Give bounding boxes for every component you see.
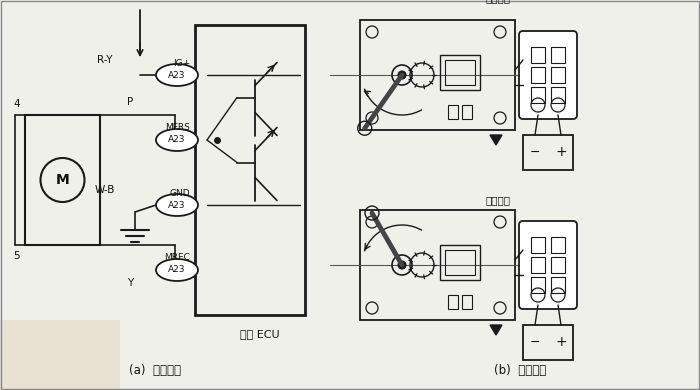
Text: A23: A23 bbox=[168, 135, 186, 145]
Bar bbox=[551, 67, 565, 83]
Bar bbox=[531, 277, 545, 293]
Text: 内气循环: 内气循环 bbox=[485, 0, 510, 3]
Circle shape bbox=[398, 261, 406, 269]
Bar bbox=[531, 67, 545, 83]
Bar bbox=[440, 245, 480, 280]
Text: −: − bbox=[530, 335, 540, 349]
Text: Y: Y bbox=[127, 278, 133, 288]
Text: IG+: IG+ bbox=[173, 58, 190, 67]
Text: MFRS: MFRS bbox=[165, 124, 190, 133]
Bar bbox=[523, 135, 573, 170]
Bar bbox=[551, 87, 565, 103]
Text: W-B: W-B bbox=[94, 185, 116, 195]
Bar bbox=[360, 210, 515, 320]
Text: +: + bbox=[555, 145, 567, 159]
Bar bbox=[531, 47, 545, 63]
Bar bbox=[360, 20, 515, 130]
FancyBboxPatch shape bbox=[519, 31, 577, 119]
Bar bbox=[0, 320, 120, 390]
Bar bbox=[551, 47, 565, 63]
Circle shape bbox=[398, 71, 406, 79]
Ellipse shape bbox=[156, 259, 198, 281]
Bar bbox=[523, 325, 573, 360]
Bar bbox=[551, 237, 565, 253]
Text: 4: 4 bbox=[14, 99, 20, 109]
Bar bbox=[445, 250, 475, 275]
Bar bbox=[531, 237, 545, 253]
Bar bbox=[462, 105, 472, 119]
Text: (a)  连接线路: (a) 连接线路 bbox=[129, 363, 181, 376]
Text: M: M bbox=[55, 173, 69, 187]
Text: P: P bbox=[127, 97, 133, 107]
Polygon shape bbox=[490, 325, 502, 335]
Bar bbox=[462, 295, 472, 309]
Text: MREC: MREC bbox=[164, 254, 190, 262]
FancyBboxPatch shape bbox=[519, 221, 577, 309]
Text: A23: A23 bbox=[168, 71, 186, 80]
Text: 外气导入: 外气导入 bbox=[485, 195, 510, 205]
Text: R-Y: R-Y bbox=[97, 55, 113, 65]
Text: A23: A23 bbox=[168, 200, 186, 209]
Text: 空调 ECU: 空调 ECU bbox=[240, 329, 280, 339]
Bar bbox=[25, 115, 100, 245]
Bar bbox=[551, 277, 565, 293]
Text: (b)  检查方法: (b) 检查方法 bbox=[494, 363, 546, 376]
Bar bbox=[448, 295, 458, 309]
Text: GND: GND bbox=[169, 188, 190, 197]
Bar bbox=[440, 55, 480, 90]
Bar bbox=[531, 257, 545, 273]
Bar bbox=[448, 105, 458, 119]
Ellipse shape bbox=[156, 194, 198, 216]
Polygon shape bbox=[490, 135, 502, 145]
Bar bbox=[195, 25, 305, 315]
Bar bbox=[551, 257, 565, 273]
Text: A23: A23 bbox=[168, 266, 186, 275]
Ellipse shape bbox=[156, 64, 198, 86]
Ellipse shape bbox=[156, 129, 198, 151]
Bar bbox=[531, 87, 545, 103]
Text: −: − bbox=[530, 145, 540, 158]
Bar bbox=[445, 60, 475, 85]
Text: 5: 5 bbox=[14, 251, 20, 261]
Text: +: + bbox=[555, 335, 567, 349]
